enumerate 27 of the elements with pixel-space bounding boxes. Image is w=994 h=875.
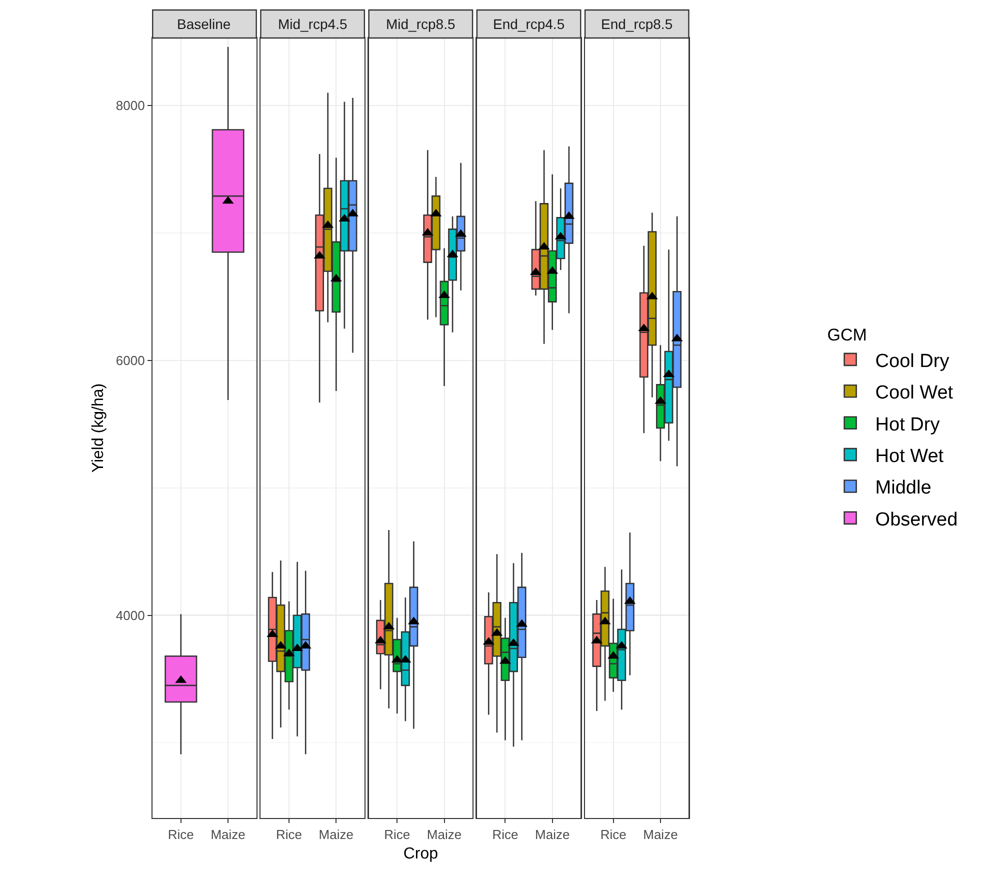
chart-title: End_rcp8.5 <box>601 16 673 32</box>
x-tick-label: Maize <box>535 826 570 842</box>
y-tick-label: 6000 <box>116 353 145 368</box>
legend-title: GCM <box>827 326 867 345</box>
y-axis-title: Yield (kg/ha) <box>90 383 107 473</box>
x-tick-label: Maize <box>210 826 246 842</box>
chart-title: Mid_rcp8.5 <box>386 16 456 32</box>
legend-label: Hot Dry <box>875 414 940 436</box>
chart-title: End_rcp4.5 <box>493 16 565 32</box>
x-tick-label: Rice <box>168 826 194 842</box>
chart-title: Baseline <box>177 16 231 32</box>
x-tick-label: Rice <box>492 826 518 842</box>
x-tick-label: Rice <box>384 826 410 842</box>
x-tick-label: Maize <box>643 826 678 842</box>
y-tick-label: 8000 <box>116 98 145 114</box>
chart-title: Mid_rcp4.5 <box>278 16 348 32</box>
x-axis-title: Crop <box>403 845 438 862</box>
y-tick-label: 4000 <box>116 608 145 623</box>
legend-label: Cool Dry <box>875 350 950 372</box>
legend-label: Middle <box>875 478 932 499</box>
x-tick-label: Maize <box>318 826 354 842</box>
legend-label: Cool Wet <box>875 382 954 404</box>
legend-label: Observed <box>875 509 958 530</box>
x-tick-label: Rice <box>600 826 626 842</box>
x-tick-label: Maize <box>426 826 462 842</box>
x-tick-label: Rice <box>276 826 302 842</box>
legend-label: Hot Wet <box>875 446 944 467</box>
